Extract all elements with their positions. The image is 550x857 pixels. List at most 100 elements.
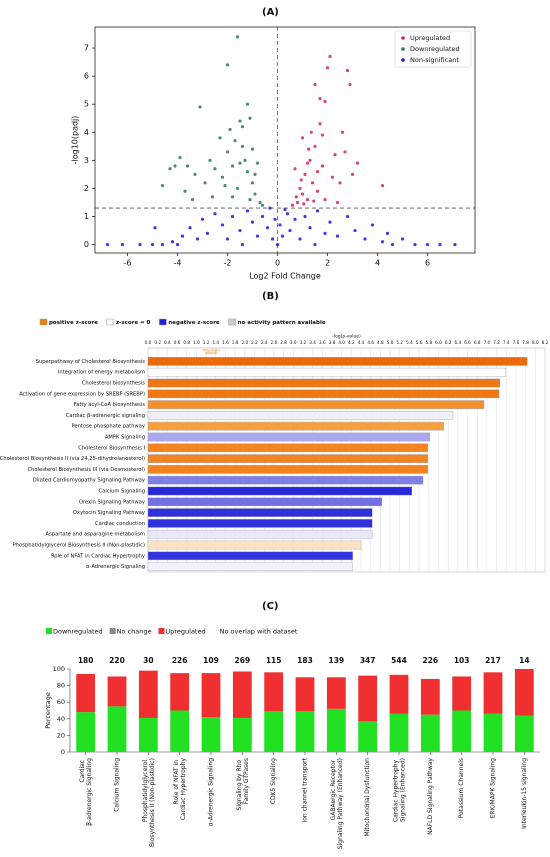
point [243, 158, 247, 162]
legend-swatch [159, 318, 167, 326]
point [173, 164, 177, 168]
point [453, 242, 457, 247]
category-label: Cardiac conduction [95, 521, 145, 527]
bar-segment [358, 675, 378, 722]
x-tick-label: 7.4 [503, 340, 510, 345]
y-tick-label: 2 [84, 184, 89, 193]
total-label: 269 [235, 656, 251, 665]
legend-box [394, 30, 472, 68]
bar-segment [264, 711, 284, 752]
point [185, 164, 190, 168]
category-label: Activation of gene expression by SREBF (… [19, 391, 145, 397]
point [230, 214, 235, 219]
x-tick-label: -6 [124, 259, 132, 268]
point [220, 175, 225, 179]
bar [147, 432, 430, 442]
point [193, 172, 197, 176]
point [300, 192, 305, 196]
x-tick-label: 1.4 [212, 340, 219, 345]
bar-segment [514, 669, 534, 716]
legend-swatch [106, 318, 115, 326]
bar [147, 411, 454, 420]
x-tick-label: 4 [375, 259, 380, 268]
point [313, 144, 317, 148]
category-label: Cardiac β-adrenergic signaling [66, 413, 145, 419]
category-label: Cholesterol biosynthesis [82, 381, 146, 387]
point [180, 234, 185, 238]
point [120, 242, 125, 247]
bar [147, 400, 485, 409]
legend-label: positive z-score [49, 320, 98, 326]
point [230, 164, 235, 168]
y-tick-label: 0 [84, 240, 89, 249]
point [228, 127, 232, 132]
category-label: Fatty acyl-CoA biosynthesis [74, 402, 146, 408]
point [260, 203, 265, 207]
category-label: GABAergic Receptor Signaling Pathway (En… [329, 758, 343, 849]
y-tick-label: 80 [57, 682, 65, 690]
point [323, 231, 327, 235]
x-tick-label: 2 [325, 259, 330, 268]
x-tick-label: 4.4 [358, 340, 365, 345]
category-label: Cholesterol Biosynthesis II (via 24,25-d… [0, 456, 145, 462]
bar-segment [420, 714, 440, 752]
category-label: Oxytocin Signaling Pathway [73, 510, 145, 516]
x-tick-label: 5.8 [425, 340, 432, 345]
point [218, 136, 222, 140]
point [308, 158, 312, 162]
point [225, 63, 230, 67]
point [308, 226, 312, 230]
category-label: NAFLD Signaling Pathway [427, 758, 434, 835]
threshold-label: Threshold [201, 349, 219, 353]
bar-segment [138, 717, 158, 752]
point [273, 217, 277, 221]
x-tick-label: 3.6 [319, 340, 326, 345]
category-label: Aspartate and asparagine metabolism [46, 532, 145, 538]
point [175, 242, 180, 247]
point [350, 172, 355, 176]
legend-swatch [39, 318, 48, 326]
point [248, 116, 252, 120]
point [248, 198, 252, 202]
category-label: Interleukin-15 signaling [521, 758, 528, 829]
y-tick-label: 6 [84, 72, 89, 81]
point [225, 150, 230, 154]
bar-segment [107, 706, 127, 752]
point [253, 172, 257, 176]
point [313, 82, 317, 87]
bar [147, 443, 429, 453]
point [400, 237, 405, 241]
total-label: 115 [266, 656, 282, 665]
category-label: Potassium Channels [458, 758, 465, 818]
point [245, 169, 250, 174]
y-tick-label: 5 [84, 100, 89, 109]
x-tick-label: 6 [425, 259, 430, 268]
category-label: Calcium Signaling [99, 489, 145, 495]
point [205, 231, 210, 235]
point [315, 169, 320, 174]
point [303, 172, 307, 176]
legend-label: Downregulated [410, 45, 460, 53]
point [170, 240, 175, 244]
legend-swatch [228, 318, 236, 326]
panel-label: (B) [262, 291, 279, 302]
x-tick-label: 2.0 [241, 340, 248, 345]
point [323, 99, 327, 103]
point [333, 153, 337, 157]
point [250, 147, 255, 151]
bar-segment [232, 717, 252, 752]
point [338, 181, 342, 185]
y-tick-label: 7 [84, 44, 89, 53]
bar-segment [201, 673, 221, 718]
category-label: Superpathway of Cholesterol Biosynthesis [36, 359, 146, 365]
bar [147, 529, 373, 539]
point [295, 200, 300, 205]
total-label: 139 [329, 656, 345, 665]
point [309, 130, 313, 134]
point [413, 242, 417, 247]
total-label: 14 [519, 656, 529, 665]
bar [147, 508, 373, 517]
x-tick-label: 7.2 [493, 340, 500, 345]
legend-label: Downregulated [53, 628, 103, 636]
point [293, 217, 297, 221]
